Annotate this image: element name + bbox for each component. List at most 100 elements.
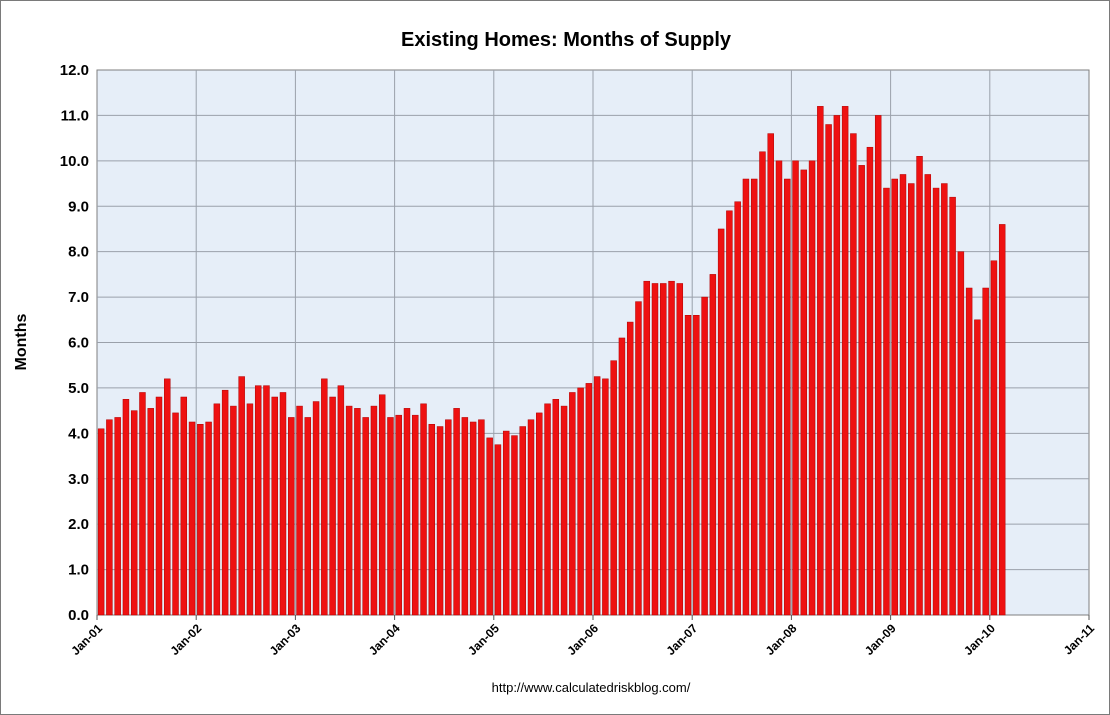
bar bbox=[643, 280, 650, 616]
bar bbox=[660, 283, 667, 616]
bar bbox=[734, 201, 741, 616]
bar bbox=[717, 228, 725, 616]
bar bbox=[370, 405, 378, 616]
bar bbox=[172, 412, 179, 616]
bar bbox=[651, 283, 659, 616]
bar bbox=[726, 210, 733, 616]
bar bbox=[164, 378, 171, 616]
bar bbox=[750, 178, 758, 616]
y-tick-label: 2.0 bbox=[68, 516, 89, 533]
bar bbox=[395, 414, 402, 616]
x-tick-label: Jan-02 bbox=[168, 621, 205, 658]
y-tick-label: 10.0 bbox=[60, 153, 89, 170]
bar bbox=[990, 260, 998, 616]
x-tick-label: Jan-06 bbox=[564, 621, 601, 658]
bar bbox=[345, 405, 353, 616]
bar bbox=[436, 426, 444, 616]
y-tick-label: 5.0 bbox=[68, 380, 89, 397]
bar bbox=[337, 385, 345, 616]
bar bbox=[502, 430, 510, 616]
bar bbox=[817, 106, 824, 616]
bar bbox=[230, 405, 237, 616]
bar-series bbox=[97, 106, 1006, 616]
x-tick-label: Jan-03 bbox=[267, 621, 304, 658]
bar bbox=[957, 251, 965, 616]
y-tick-label: 11.0 bbox=[61, 107, 89, 124]
bar bbox=[668, 280, 675, 616]
bar bbox=[155, 396, 163, 616]
bar bbox=[412, 414, 419, 616]
chart-title: Existing Homes: Months of Supply bbox=[401, 29, 732, 51]
bar bbox=[891, 178, 898, 616]
y-tick-label: 1.0 bbox=[68, 562, 89, 579]
bar bbox=[188, 421, 196, 616]
bar bbox=[784, 178, 791, 616]
bar bbox=[742, 178, 750, 616]
bar bbox=[982, 287, 989, 616]
bar bbox=[97, 428, 105, 616]
bar bbox=[544, 403, 551, 616]
bar bbox=[941, 183, 948, 616]
bar bbox=[420, 403, 427, 616]
bar bbox=[180, 396, 188, 616]
y-tick-label: 12.0 bbox=[60, 62, 89, 79]
bar bbox=[354, 408, 361, 616]
y-tick-label: 7.0 bbox=[68, 289, 89, 306]
bar bbox=[883, 187, 890, 616]
bar bbox=[899, 174, 907, 616]
y-tick-label: 9.0 bbox=[68, 198, 89, 215]
bar bbox=[998, 224, 1006, 616]
bar bbox=[709, 274, 717, 616]
bar bbox=[866, 146, 874, 616]
y-tick-label: 4.0 bbox=[68, 425, 89, 442]
bar bbox=[693, 315, 700, 616]
bar bbox=[486, 437, 493, 616]
bar bbox=[453, 408, 460, 616]
bar bbox=[469, 421, 477, 616]
x-tick-label: Jan-11 bbox=[1061, 621, 1098, 658]
bar bbox=[428, 424, 436, 616]
bar bbox=[445, 419, 452, 616]
bar bbox=[329, 396, 336, 616]
bar bbox=[850, 133, 857, 616]
bar bbox=[552, 399, 560, 616]
bar bbox=[767, 133, 774, 616]
bar bbox=[494, 444, 502, 616]
x-tick-label: Jan-05 bbox=[465, 621, 502, 658]
bar bbox=[279, 392, 287, 616]
bar bbox=[238, 376, 245, 616]
y-axis-ticks: 0.0 1.0 2.0 3.0 4.0 5.0 6.0 7.0 8.0 9.0 10.0 11.0 12… bbox=[60, 62, 89, 624]
bar bbox=[569, 392, 576, 616]
bar bbox=[841, 106, 849, 616]
bar bbox=[312, 401, 320, 616]
bar bbox=[387, 417, 394, 616]
bar bbox=[701, 296, 708, 616]
bar bbox=[874, 115, 882, 616]
bar bbox=[626, 321, 634, 616]
bar bbox=[618, 337, 626, 616]
y-tick-label: 3.0 bbox=[68, 471, 89, 488]
bar bbox=[221, 389, 229, 616]
bar bbox=[924, 174, 932, 616]
bar bbox=[527, 419, 535, 616]
x-tick-label: Jan-07 bbox=[664, 621, 701, 658]
bar bbox=[635, 301, 642, 616]
bar bbox=[800, 169, 808, 616]
x-tick-label: Jan-10 bbox=[961, 621, 998, 658]
bar bbox=[792, 160, 799, 616]
bar bbox=[205, 421, 212, 616]
bar bbox=[130, 410, 138, 616]
bar bbox=[676, 283, 684, 616]
bar bbox=[965, 287, 973, 616]
bar bbox=[684, 315, 692, 616]
bar bbox=[246, 403, 254, 616]
bar bbox=[362, 417, 369, 616]
bar bbox=[139, 392, 146, 616]
bar bbox=[932, 187, 940, 616]
bar bbox=[263, 385, 270, 616]
bar bbox=[775, 160, 783, 616]
bar bbox=[254, 385, 262, 616]
bar bbox=[602, 378, 609, 616]
bar bbox=[106, 419, 113, 616]
bar bbox=[610, 360, 617, 616]
